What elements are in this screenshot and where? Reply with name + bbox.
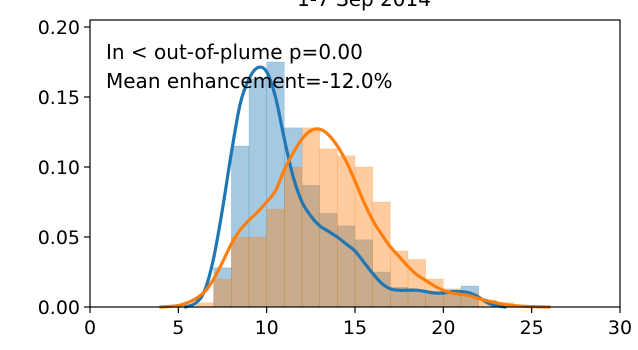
y-tick-label-4: 0.20 <box>38 17 80 39</box>
y-tick-label-2: 0.10 <box>38 157 80 179</box>
x-tick-label-2: 10 <box>255 317 279 339</box>
chart-title: 1-7 Sep 2014 <box>297 0 431 11</box>
hist-bar-series-1-bin-11 <box>390 250 409 308</box>
hist-bar-series-1-bin-3 <box>248 236 267 308</box>
x-tick-label-0: 0 <box>84 317 96 339</box>
hist-bar-series-1-bin-12 <box>407 259 426 308</box>
hist-bar-series-1-bin-5 <box>284 166 303 308</box>
annotation-line-2: Mean enhancement=-12.0% <box>106 69 393 93</box>
annotation-line-1: In < out-of-plume p=0.00 <box>106 40 363 64</box>
axes-layer: 0 5 10 15 20 25 30 0.00 0.05 0.10 0.15 0.20 <box>38 17 632 339</box>
x-tick-label-1: 5 <box>172 317 184 339</box>
hist-bar-series-1-bin-10 <box>372 201 391 308</box>
hist-bar-series-1-bin-4 <box>266 208 285 308</box>
hist-bar-series-1-bin-1 <box>213 278 232 308</box>
kde-line-series-1 <box>159 127 551 309</box>
x-tick-label-3: 15 <box>343 317 367 339</box>
y-tick-label-3: 0.15 <box>38 87 80 109</box>
x-tick-label-6: 30 <box>608 317 632 339</box>
hist-bar-series-1-bin-2 <box>231 236 250 308</box>
x-tick-label-5: 25 <box>520 317 544 339</box>
y-tick-label-0: 0.00 <box>38 297 80 319</box>
kde-layer <box>159 65 551 309</box>
x-tick-label-4: 20 <box>431 317 455 339</box>
chart-title-group: 1-7 Sep 2014 <box>297 0 431 11</box>
annotations-layer: In < out-of-plume p=0.00 Mean enhancemen… <box>106 40 393 93</box>
hist-bar-series-1-bin-0 <box>195 302 214 308</box>
y-tick-label-1: 0.05 <box>38 227 80 249</box>
